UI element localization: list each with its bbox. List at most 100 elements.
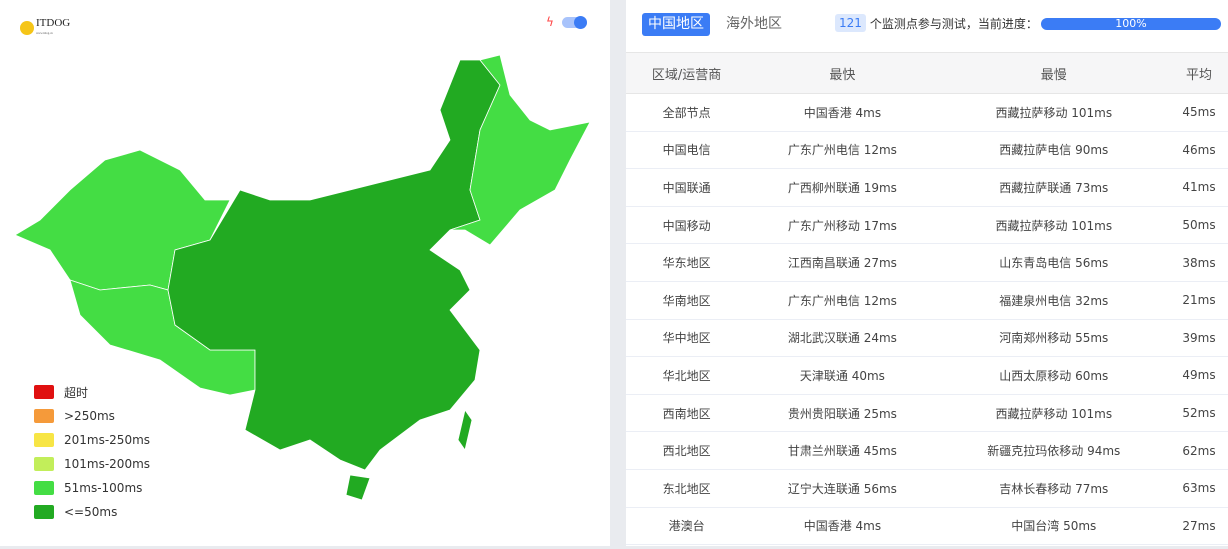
legend-label: >250ms [64,409,115,423]
table-cell: 62ms [1169,431,1228,470]
table-cell: 河南郑州移动 55ms [937,319,1170,358]
table-cell: 广东广州电信 12ms [747,131,938,170]
column-header: 最快 [747,52,938,94]
results-panel: 中国地区 海外地区 121 个监测点参与测试，当前进度： 100% 区域/运营商最… [626,0,1228,546]
legend-item[interactable]: 51ms-100ms [34,476,150,500]
progress-fill: 100% [1041,18,1221,30]
region-taiwan[interactable] [457,409,473,451]
tab-region[interactable]: 海外地区 [726,16,782,32]
legend-swatch [34,457,54,471]
table-cell: 港澳台 [626,507,748,546]
table-row: 中国联通 广西柳州联通 19ms 西藏拉萨联通 73ms 41ms [626,168,1228,207]
legend-label: <=50ms [64,505,118,519]
table-row: 华东地区 江西南昌联通 27ms 山东青岛电信 56ms 38ms [626,243,1228,282]
table-cell: 西北地区 [626,431,748,470]
table-row: 东北地区 辽宁大连联通 56ms 吉林长春移动 77ms 63ms [626,469,1228,508]
table-cell: 西藏拉萨移动 101ms [937,206,1170,245]
table-cell: 西藏拉萨联通 73ms [937,168,1170,207]
map-legend: 超时 >250ms 201ms-250ms 101ms-200ms 51ms-100ms… [34,380,150,524]
table-cell: 广东广州电信 12ms [747,281,938,320]
logo-subtext: www.itdog.cn [36,31,53,35]
table-cell: 西藏拉萨移动 101ms [937,93,1170,132]
table-cell: 27ms [1169,507,1228,546]
dog-icon [20,21,34,35]
table-row: 全部节点 中国香港 4ms 西藏拉萨移动 101ms 45ms [626,93,1228,132]
table-cell: 中国电信 [626,131,748,170]
legend-swatch [34,481,54,495]
table-cell: 湖北武汉联通 24ms [747,319,938,358]
table-row: 港澳台 中国香港 4ms 中国台湾 50ms 27ms [626,507,1228,546]
table-cell: 天津联通 40ms [747,356,938,395]
table-row: 华北地区 天津联通 40ms 山西太原移动 60ms 49ms [626,356,1228,395]
legend-swatch [34,409,54,423]
table-cell: 中国台湾 50ms [937,507,1170,546]
table-row: 中国电信 广东广州电信 12ms 西藏拉萨电信 90ms 46ms [626,131,1228,170]
table-cell: 西藏拉萨移动 101ms [937,394,1170,433]
table-cell: 福建泉州电信 32ms [937,281,1170,320]
legend-swatch [34,505,54,519]
table-cell: 广西柳州联通 19ms [747,168,938,207]
table-cell: 辽宁大连联通 56ms [747,469,938,508]
column-header: 最慢 [937,52,1170,94]
progress-bar: 100% [1041,18,1221,30]
table-cell: 吉林长春移动 77ms [937,469,1170,508]
table-cell: 63ms [1169,469,1228,508]
table-cell: 广东广州移动 17ms [747,206,938,245]
legend-swatch [34,385,54,399]
map-panel: ITDOG www.itdog.cn ϟ 超时 >250ms 201ms-250ms 1… [0,0,610,546]
logo-text: ITDOG [36,17,71,29]
legend-label: 超时 [64,385,89,400]
legend-item[interactable]: 101ms-200ms [34,452,150,476]
table-cell: 全部节点 [626,93,748,132]
table-cell: 新疆克拉玛依移动 94ms [937,431,1170,470]
table-cell: 21ms [1169,281,1228,320]
table-cell: 山西太原移动 60ms [937,356,1170,395]
legend-swatch [34,433,54,447]
monitor-count-badge: 121 [835,14,866,32]
table-cell: 西藏拉萨电信 90ms [937,131,1170,170]
region-tabs: 中国地区 海外地区 [642,13,788,36]
legend-item[interactable]: <=50ms [34,500,150,524]
table-cell: 甘肃兰州联通 45ms [747,431,938,470]
lightning-icon: ϟ [546,15,554,29]
monitor-status: 121 个监测点参与测试，当前进度： [835,14,1038,32]
table-row: 中国移动 广东广州移动 17ms 西藏拉萨移动 101ms 50ms [626,206,1228,245]
monitor-status-text: 个监测点参与测试，当前进度： [869,16,1038,31]
legend-item[interactable]: 201ms-250ms [34,428,150,452]
column-header: 平均 [1169,52,1228,94]
china-map [14,54,591,501]
region-hainan[interactable] [345,474,371,501]
itdog-logo: ITDOG www.itdog.cn [20,18,70,38]
table-cell: 华东地区 [626,243,748,282]
results-table: 区域/运营商 最快 最慢 平均 全部节点 中国香港 4ms 西藏拉萨移动 101ms 45m… [626,52,1228,546]
table-cell: 山东青岛电信 56ms [937,243,1170,282]
table-cell: 46ms [1169,131,1228,170]
table-cell: 45ms [1169,93,1228,132]
table-cell: 中国移动 [626,206,748,245]
table-row: 西北地区 甘肃兰州联通 45ms 新疆克拉玛依移动 94ms 62ms [626,431,1228,470]
table-cell: 中国香港 4ms [747,507,938,546]
table-cell: 华南地区 [626,281,748,320]
table-cell: 39ms [1169,319,1228,358]
table-cell: 华北地区 [626,356,748,395]
table-cell: 41ms [1169,168,1228,207]
table-cell: 贵州贵阳联通 25ms [747,394,938,433]
tab-region[interactable]: 中国地区 [642,13,710,36]
legend-item[interactable]: >250ms [34,404,150,428]
legend-label: 51ms-100ms [64,481,143,495]
region-northeast[interactable] [449,54,591,246]
table-cell: 西南地区 [626,394,748,433]
table-row: 西南地区 贵州贵阳联通 25ms 西藏拉萨移动 101ms 52ms [626,394,1228,433]
table-row: 华中地区 湖北武汉联通 24ms 河南郑州移动 55ms 39ms [626,319,1228,358]
table-row: 华南地区 广东广州电信 12ms 福建泉州电信 32ms 21ms [626,281,1228,320]
column-header: 区域/运营商 [626,52,748,94]
legend-label: 201ms-250ms [64,433,151,447]
legend-item[interactable]: 超时 [34,380,150,404]
region-central-china[interactable] [167,59,501,471]
table-cell: 东北地区 [626,469,748,508]
map-toggle[interactable] [562,16,587,29]
table-cell: 华中地区 [626,319,748,358]
table-cell: 中国香港 4ms [747,93,938,132]
table-cell: 江西南昌联通 27ms [747,243,938,282]
legend-label: 101ms-200ms [64,457,151,471]
